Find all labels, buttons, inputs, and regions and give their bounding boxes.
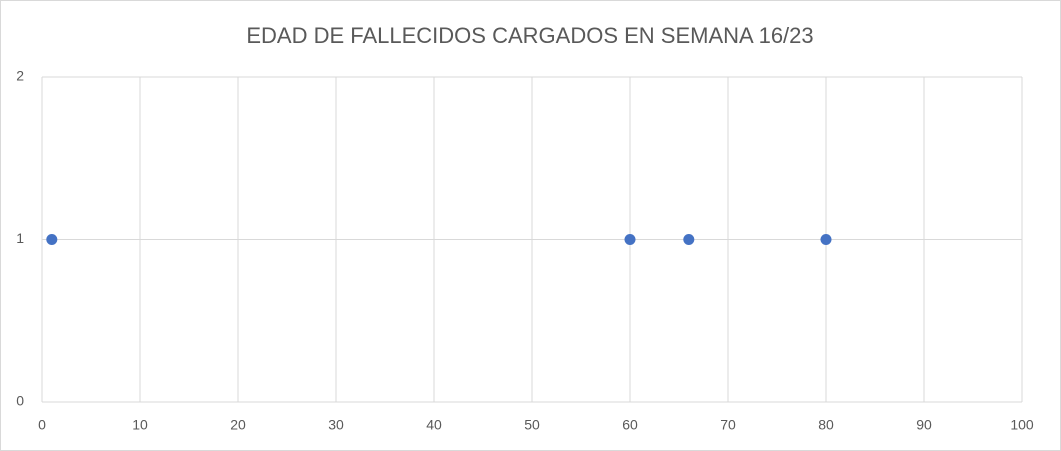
x-tick-label: 100 (1010, 417, 1034, 433)
x-tick-label: 40 (426, 417, 442, 433)
y-tick-label: 0 (16, 393, 24, 409)
x-tick-label: 80 (818, 417, 834, 433)
y-tick-label: 1 (16, 230, 24, 246)
x-tick-label: 50 (524, 417, 540, 433)
x-tick-label: 90 (916, 417, 932, 433)
point (683, 234, 695, 245)
x-tick-label: 30 (328, 417, 344, 433)
y-tick-label: 2 (16, 68, 24, 84)
x-tick-label: 70 (720, 417, 736, 433)
point (820, 234, 832, 245)
point (624, 234, 636, 245)
x-tick-label: 60 (622, 417, 638, 433)
x-tick-label: 0 (38, 417, 46, 433)
x-tick-label: 20 (230, 417, 246, 433)
x-tick-label: 10 (132, 417, 148, 433)
chart-title: EDAD DE FALLECIDOS CARGADOS EN SEMANA 16… (246, 23, 813, 48)
point (46, 234, 58, 245)
